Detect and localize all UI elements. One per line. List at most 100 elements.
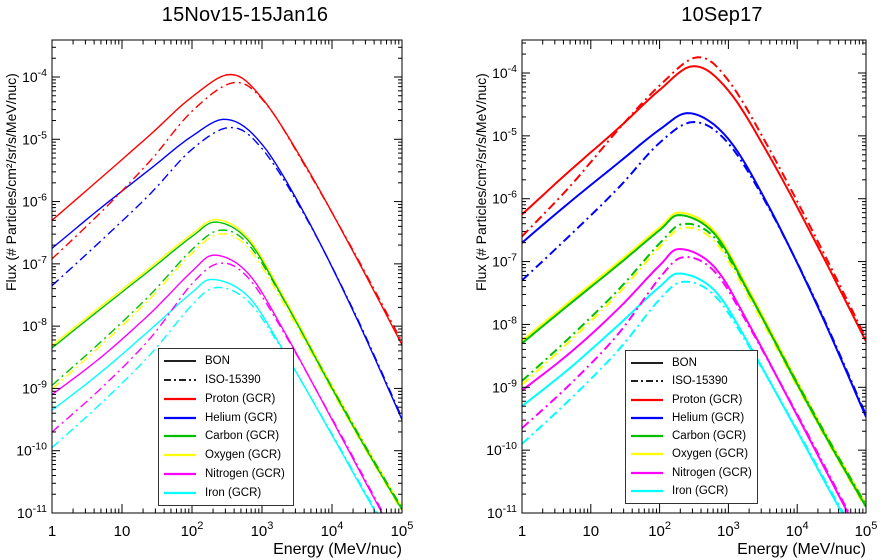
series-proton-gcr--iso-15390 [522, 56, 866, 339]
legend-item-iron-gcr-: Iron (GCR) [163, 484, 289, 502]
legend-item-label: Helium (GCR) [205, 411, 278, 424]
svg-text:10: 10 [114, 523, 131, 540]
svg-text:10-8: 10-8 [492, 314, 517, 332]
svg-text:10-11: 10-11 [487, 503, 517, 521]
legend-line-sample [631, 416, 663, 419]
svg-text:102: 102 [648, 520, 671, 540]
svg-text:10-9: 10-9 [492, 377, 517, 395]
legend-item-label: ISO-15390 [672, 375, 728, 388]
legend-line-sample [631, 453, 663, 456]
svg-text:1: 1 [518, 523, 526, 540]
y-tick-labels: 10-4 10-5 10-6 10-7 10-8 10-9 10-10 10-11 [486, 63, 517, 521]
series-carbon-gcr--bon [52, 221, 402, 511]
legend-item-nitrogen-gcr-: Nitrogen (GCR) [163, 465, 289, 483]
series-curves [52, 73, 402, 513]
legend-item-carbon-gcr-: Carbon (GCR) [163, 427, 289, 445]
series-oxygen-gcr--iso-15390 [52, 233, 402, 513]
legend-line-sample [164, 360, 196, 363]
svg-text:10: 10 [582, 523, 599, 540]
svg-text:10-6: 10-6 [492, 189, 517, 207]
svg-text:10-11: 10-11 [17, 503, 47, 521]
legend-line-sample [631, 471, 663, 474]
series-iron-gcr--bon [522, 272, 844, 513]
series-carbon-gcr--iso-15390 [52, 229, 402, 509]
axis-ticks [521, 40, 867, 514]
legend-item-helium-gcr-: Helium (GCR) [630, 409, 753, 427]
svg-text:10-8: 10-8 [22, 316, 47, 334]
svg-text:104: 104 [786, 520, 809, 540]
series-carbon-gcr--iso-15390 [522, 222, 866, 506]
svg-text:103: 103 [717, 520, 740, 540]
legend-line-sample [164, 491, 196, 494]
y-axis-title: Flux (# Particles/cm²/sr/s/MeV/nuc) [3, 73, 19, 291]
legend-item-oxygen-gcr-: Oxygen (GCR) [163, 446, 289, 464]
svg-text:10-5: 10-5 [492, 126, 517, 144]
legend-item-iso-15390: ISO-15390 [163, 371, 289, 389]
series-helium-gcr--bon [52, 118, 402, 420]
right-plot-legend: BON ISO-15390 Proton (GCR) Helium (GCR) Carb… [625, 350, 758, 504]
svg-text:10-6: 10-6 [22, 192, 47, 210]
legend-item-iso-15390: ISO-15390 [630, 372, 753, 390]
legend-line-sample [164, 472, 196, 475]
legend-item-helium-gcr-: Helium (GCR) [163, 409, 289, 427]
svg-text:105: 105 [391, 520, 414, 540]
legend-item-label: Nitrogen (GCR) [672, 466, 752, 479]
svg-text:10-5: 10-5 [22, 129, 47, 147]
x-tick-labels: 1 10 102 103 104 105 [48, 520, 414, 540]
legend-item-label: Iron (GCR) [205, 486, 262, 499]
svg-text:103: 103 [251, 520, 274, 540]
legend-line-sample [164, 435, 196, 438]
left-plot-title: 15Nov15-15Jan16 [161, 4, 329, 26]
legend-item-label: BON [672, 357, 697, 370]
legend-line-sample [164, 454, 196, 457]
x-axis-title: Energy (MeV/nuc) [273, 541, 402, 558]
svg-text:104: 104 [321, 520, 344, 540]
series-helium-gcr--iso-15390 [52, 126, 402, 418]
legend-item-carbon-gcr-: Carbon (GCR) [630, 427, 753, 445]
legend-item-label: Proton (GCR) [205, 392, 276, 405]
legend-line-sample [631, 435, 663, 438]
plot-frame [51, 39, 403, 514]
left-plot-legend: BON ISO-15390 Proton (GCR) Helium (GCR) Carb… [158, 348, 294, 506]
series-carbon-gcr--bon [522, 214, 866, 508]
x-tick-labels: 1 10 102 103 104 105 [518, 520, 878, 540]
svg-text:10-7: 10-7 [492, 252, 517, 270]
legend-item-oxygen-gcr-: Oxygen (GCR) [630, 445, 753, 463]
left-plot: 1 10 102 103 104 10510-410-510-610-710-810-91… [3, 39, 414, 558]
svg-text:10-10: 10-10 [486, 440, 517, 458]
series-helium-gcr--bon [522, 112, 866, 418]
legend-line-sample [164, 416, 196, 419]
series-oxygen-gcr--bon [52, 218, 402, 508]
legend-line-sample [631, 398, 663, 401]
legend-line-sample [631, 362, 663, 365]
series-iron-gcr--iso-15390 [52, 286, 379, 513]
legend-line-sample [164, 397, 196, 400]
legend-item-iron-gcr-: Iron (GCR) [630, 482, 753, 500]
svg-text:1: 1 [48, 523, 56, 540]
svg-text:102: 102 [181, 520, 204, 540]
legend-item-label: Oxygen (GCR) [672, 448, 749, 461]
legend-item-label: BON [205, 355, 230, 368]
legend-item-proton-gcr-: Proton (GCR) [630, 391, 753, 409]
series-oxygen-gcr--iso-15390 [522, 226, 866, 510]
legend-line-sample [164, 379, 196, 382]
series-iron-gcr--bon [52, 278, 377, 513]
svg-text:10-10: 10-10 [16, 441, 47, 459]
legend-item-label: ISO-15390 [205, 374, 261, 387]
legend-item-label: Nitrogen (GCR) [205, 467, 285, 480]
series-nitrogen-gcr--iso-15390 [52, 262, 384, 513]
legend-item-label: Helium (GCR) [672, 411, 745, 424]
series-curves [522, 56, 866, 513]
svg-text:10-4: 10-4 [492, 63, 517, 81]
legend-line-sample [631, 489, 663, 492]
y-tick-labels: 10-4 10-5 10-6 10-7 10-8 10-9 10-10 10-11 [16, 67, 47, 521]
series-proton-gcr--bon [52, 73, 402, 346]
right-plot: 1 10 102 103 104 10510-410-510-610-710-810-91… [473, 39, 878, 558]
legend-item-label: Oxygen (GCR) [205, 449, 282, 462]
right-plot-title: 10Sep17 [681, 4, 763, 26]
svg-text:10-9: 10-9 [22, 378, 47, 396]
legend-item-label: Proton (GCR) [672, 393, 743, 406]
svg-text:10-7: 10-7 [22, 254, 47, 272]
y-axis-title: Flux (# Particles/cm²/sr/s/MeV/nuc) [473, 73, 489, 291]
